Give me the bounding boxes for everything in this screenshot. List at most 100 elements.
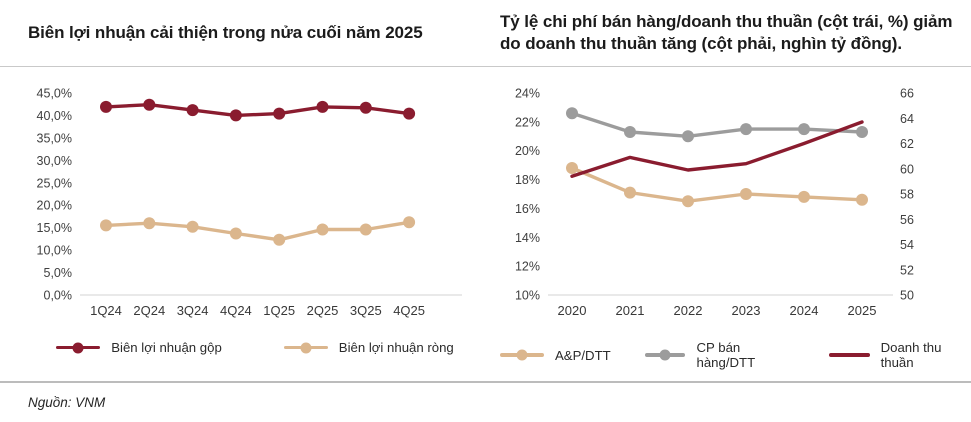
margin-chart-canvas: 45,0% 40,0% 35,0% 30,0% 25,0% 20,0% 15,0% 10,0%…: [37, 87, 462, 318]
data-point-marker: [624, 186, 636, 199]
legend-label: Doanh thu thuần: [880, 340, 942, 370]
y2-axis-tick-label: 66: [900, 87, 914, 101]
y-axis-tick-label: 22%: [515, 115, 540, 129]
data-point-marker: [186, 220, 199, 233]
legend-label: Biên lợi nhuận gộp: [111, 340, 222, 355]
y-axis-tick-label: 10,0%: [37, 244, 72, 258]
legend-swatch: [500, 349, 544, 361]
y2-axis-tick-label: 62: [900, 137, 914, 151]
legend-marker-dot: [516, 349, 528, 361]
data-point-marker: [143, 217, 156, 230]
margin-chart-legend: Biên lợi nhuận gộp Biên lợi nhuận ròng: [10, 340, 500, 355]
y-axis-tick-label: 5,0%: [44, 266, 73, 280]
expense-chart-panel: 24% 22% 20% 18% 16% 14% 12% 10% 66 64 62 60 58 56 54 52…: [500, 77, 971, 381]
chart-titles-header: Biên lợi nhuận cải thiện trong nửa cuối …: [0, 0, 971, 67]
legend-item: Doanh thu thuần: [828, 340, 971, 370]
data-point-marker: [229, 227, 242, 240]
y-axis-tick-label: 45,0%: [37, 87, 72, 101]
y-axis-tick-label: 15,0%: [37, 221, 72, 235]
data-point-marker: [359, 101, 372, 114]
y2-axis-tick-label: 60: [900, 162, 914, 176]
series-line: [104, 220, 411, 242]
series-line: [570, 111, 864, 138]
data-point-marker: [682, 130, 694, 143]
legend-swatch: [283, 342, 328, 353]
y-axis-tick-label: 24%: [515, 87, 540, 101]
legend-marker-dot: [659, 349, 671, 361]
y-axis-tick-label: 35,0%: [37, 131, 72, 145]
y2-axis-tick-label: 56: [900, 213, 914, 227]
data-point-marker: [798, 123, 810, 136]
data-point-marker: [740, 123, 752, 136]
margin-chart-panel: 45,0% 40,0% 35,0% 30,0% 25,0% 20,0% 15,0% 10,0%…: [0, 77, 500, 381]
x-axis-category-label: 3Q24: [177, 303, 209, 318]
x-axis-category-label: 2022: [674, 303, 703, 318]
source-note: Nguồn: VNM: [28, 395, 106, 410]
left-chart-title: Biên lợi nhuận cải thiện trong nửa cuối …: [28, 22, 423, 42]
series-line: [104, 103, 411, 118]
y-axis-tick-label: 12%: [515, 260, 540, 274]
footer: Nguồn: VNM: [0, 381, 971, 420]
legend-item: Biên lợi nhuận ròng: [283, 340, 454, 355]
data-point-marker: [100, 219, 112, 232]
data-point-marker: [566, 162, 578, 174]
data-point-marker: [856, 126, 868, 138]
x-axis-category-label: 1Q24: [90, 303, 122, 318]
charts-row: 45,0% 40,0% 35,0% 30,0% 25,0% 20,0% 15,0% 10,0%…: [0, 67, 971, 381]
legend-item: A&P/DTT: [500, 348, 611, 363]
x-axis-category-label: 2Q24: [133, 303, 165, 318]
data-point-marker: [566, 107, 578, 120]
y2-axis-tick-label: 50: [900, 289, 914, 303]
legend-label: CP bán hàng/DTT: [696, 340, 756, 370]
data-point-marker: [624, 126, 636, 138]
y-axis-tick-label: 30,0%: [37, 154, 72, 168]
y-axis-tick-label: 25,0%: [37, 176, 72, 190]
x-axis-category-label: 2023: [732, 303, 761, 318]
expense-chart-legend: A&P/DTT CP bán hàng/DTT Doanh thu thuần: [500, 340, 971, 370]
y2-axis-tick-label: 52: [900, 263, 914, 277]
legend-marker-dot: [300, 342, 312, 353]
data-point-marker: [143, 98, 156, 111]
y-axis-tick-label: 18%: [515, 173, 540, 187]
data-point-marker: [273, 233, 286, 246]
right-chart-title: Tỷ lệ chi phí bán hàng/doanh thu thuần (…: [500, 11, 953, 53]
legend-swatch: [644, 349, 686, 361]
y2-axis-tick-label: 54: [900, 238, 914, 252]
y2-axis-tick-label: 58: [900, 188, 914, 202]
y-axis-tick-label: 14%: [515, 231, 540, 245]
y-axis-tick-label: 20%: [515, 144, 540, 158]
series-line: [570, 120, 864, 179]
x-axis-category-label: 2021: [616, 303, 645, 318]
x-axis-category-label: 2024: [790, 303, 819, 318]
data-point-marker: [316, 100, 329, 113]
data-point-marker: [856, 193, 868, 206]
y2-axis-tick-label: 64: [900, 112, 914, 126]
x-axis-category-label: 4Q25: [393, 303, 425, 318]
x-axis-category-label: 2020: [558, 303, 587, 318]
legend-swatch: [56, 342, 101, 353]
legend-item: Biên lợi nhuận gộp: [56, 340, 222, 355]
x-axis-category-label: 1Q25: [263, 303, 295, 318]
data-point-marker: [186, 104, 199, 117]
legend-swatch: [828, 353, 870, 357]
data-point-marker: [316, 223, 329, 236]
legend-item: CP bán hàng/DTT: [644, 340, 795, 370]
x-axis-category-label: 2Q25: [307, 303, 339, 318]
legend-marker-dot: [72, 342, 84, 353]
data-point-marker: [229, 109, 242, 122]
data-point-marker: [403, 107, 416, 120]
data-point-marker: [403, 216, 416, 229]
data-point-marker: [100, 100, 112, 113]
data-point-marker: [359, 223, 372, 236]
expense-chart-canvas: 24% 22% 20% 18% 16% 14% 12% 10% 66 64 62 60 58 56 54 52…: [515, 87, 914, 319]
data-point-marker: [273, 107, 286, 120]
data-point-marker: [682, 195, 694, 208]
y-axis-tick-label: 40,0%: [37, 109, 72, 123]
data-point-marker: [798, 190, 810, 203]
y-axis-tick-label: 10%: [515, 289, 540, 303]
x-axis-category-label: 4Q24: [220, 303, 252, 318]
data-point-marker: [740, 188, 752, 200]
y-axis-tick-label: 16%: [515, 202, 540, 216]
y-axis-tick-label: 20,0%: [37, 199, 72, 213]
x-axis-category-label: 3Q25: [350, 303, 382, 318]
